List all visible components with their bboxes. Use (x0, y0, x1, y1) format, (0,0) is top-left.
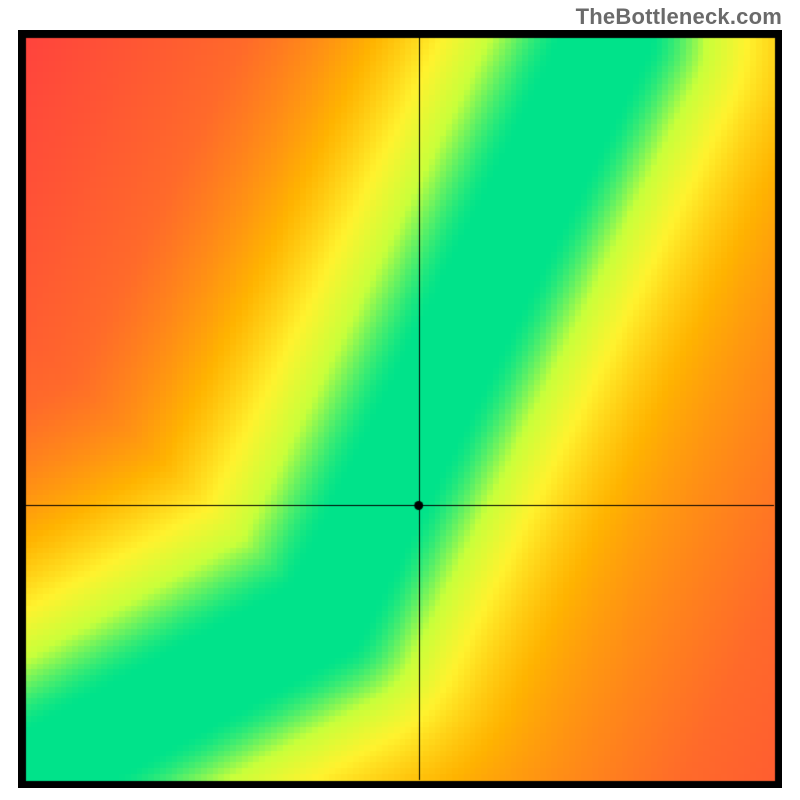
watermark-text: TheBottleneck.com (576, 4, 782, 30)
bottleneck-heatmap (18, 30, 782, 788)
